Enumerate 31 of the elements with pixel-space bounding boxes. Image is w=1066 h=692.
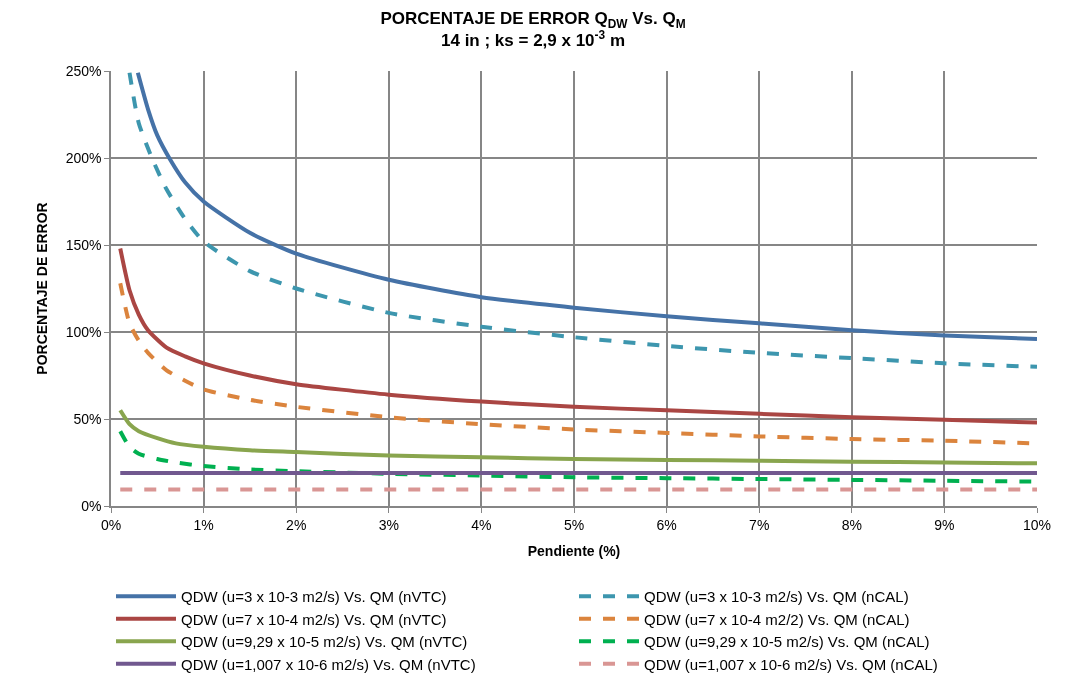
x-tick-label: 7% [749,516,770,533]
x-tick-label: 8% [841,516,862,533]
y-tick-label: 100% [65,323,102,340]
legend-label: QDW (u=9,29 x 10-5 m2/s) Vs. QM (nCAL) [644,633,930,651]
legend-label: QDW (u=1,007 x 10-6 m2/s) Vs. QM (nCAL) [644,655,938,673]
legend-label: QDW (u=7 x 10-4 m2/s) Vs. QM (nVTC) [181,610,447,628]
x-tick-label: 6% [656,516,677,533]
chart-title: PORCENTAJE DE ERROR Q$_{DW}$ Vs. Q$_{M}$ [380,9,686,31]
legend-label: QDW (u=3 x 10-3 m2/s) Vs. QM (nVTC) [181,588,447,606]
legend-label: QDW (u=1,007 x 10-6 m2/s) Vs. QM (nVTC) [181,655,476,673]
x-tick-label: 3% [378,516,399,533]
y-tick-label: 200% [65,149,102,166]
y-tick-label: 50% [73,410,102,427]
legend-label: QDW (u=9,29 x 10-5 m2/s) Vs. QM (nVTC) [181,633,468,651]
x-tick-label: 0% [100,516,122,533]
x-tick-label: 1% [193,516,214,533]
x-tick-label: 4% [471,516,492,533]
y-tick-label: 0% [81,497,102,514]
y-axis-title: PORCENTAJE DE ERROR [33,202,50,375]
legend-label: QDW (u=7 x 10-4 m2/2) Vs. QM (nCAL) [644,610,910,628]
y-tick-label: 250% [65,62,102,79]
x-tick-label: 9% [934,516,955,533]
x-tick-label: 5% [563,516,585,533]
line-series [118,246,1037,425]
line-series [118,408,1037,466]
x-axis-title: Pendiente (%) [527,543,621,560]
y-tick-label: 150% [65,236,102,253]
legend-label: QDW (u=3 x 10-3 m2/s) Vs. QM (nCAL) [644,588,909,606]
x-tick-label: 2% [286,516,307,533]
x-tick-label: 10% [1022,516,1052,533]
chart-subtitle: 14 in ; ks = 2,9 x 10$^{-3}$ m [441,28,625,51]
